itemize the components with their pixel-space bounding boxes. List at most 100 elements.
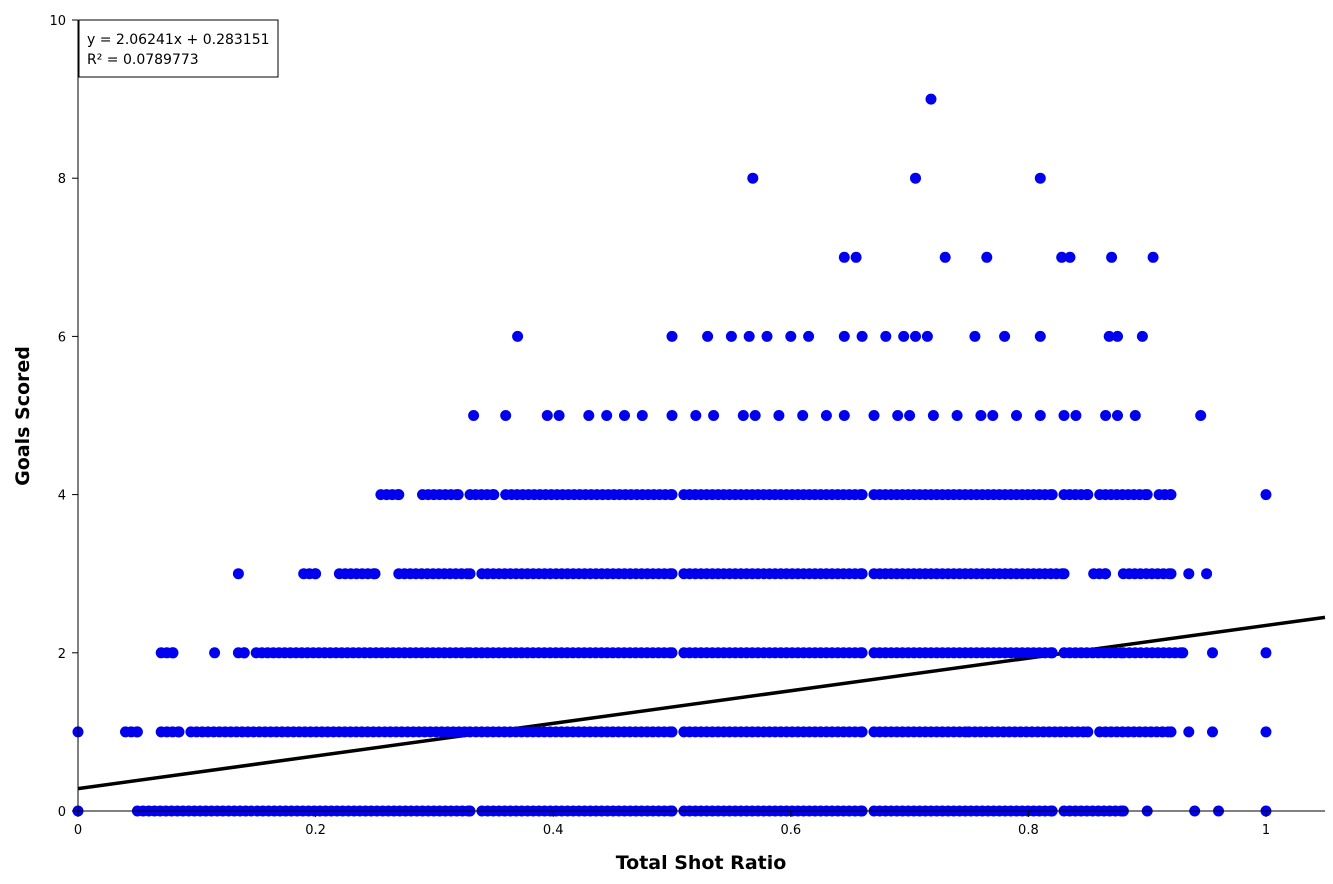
data-point: [1056, 251, 1068, 263]
data-point: [850, 251, 862, 263]
data-point: [666, 726, 678, 738]
points-layer: [72, 93, 1272, 817]
data-point: [666, 647, 678, 659]
data-point: [856, 726, 868, 738]
data-point: [868, 410, 880, 421]
data-point: [1136, 330, 1148, 342]
data-point: [1141, 489, 1153, 501]
data-point: [1100, 410, 1112, 421]
data-point: [1034, 330, 1046, 342]
data-point: [583, 410, 595, 421]
data-point: [1177, 647, 1189, 659]
data-point: [1034, 172, 1046, 184]
x-tick-label: 0.4: [543, 823, 564, 838]
equation-box-frame: [78, 19, 279, 78]
data-point: [925, 93, 937, 105]
data-point: [856, 489, 868, 501]
data-point: [1112, 330, 1123, 342]
trendline-layer: [77, 615, 1326, 791]
data-point: [1207, 726, 1218, 738]
data-point: [1201, 568, 1213, 580]
data-point: [910, 330, 921, 342]
data-point: [666, 330, 678, 342]
equation-box: y = 2.06241x + 0.283151 R² = 0.0789773: [78, 19, 279, 78]
data-point: [939, 251, 951, 263]
x-tick-label: 0.2: [305, 823, 326, 838]
data-point: [488, 489, 500, 501]
data-point: [1106, 251, 1118, 263]
y-ticks: 0 2 4 6 8 10: [49, 14, 78, 820]
data-point: [1112, 410, 1123, 421]
data-point: [892, 410, 904, 421]
data-point: [1165, 568, 1177, 580]
data-point: [1046, 489, 1058, 501]
data-point: [910, 172, 921, 184]
data-point: [1195, 410, 1207, 421]
data-point: [1183, 568, 1195, 580]
data-point: [702, 330, 714, 342]
trendline: [77, 615, 1326, 791]
data-point: [921, 330, 933, 342]
data-point: [856, 330, 868, 342]
data-point: [209, 647, 221, 659]
data-point: [1058, 568, 1070, 580]
y-tick-label: 10: [49, 14, 66, 29]
data-point: [690, 410, 702, 421]
data-point: [232, 568, 244, 580]
data-point: [636, 410, 648, 421]
y-tick-label: 0: [58, 805, 66, 820]
data-point: [666, 410, 678, 421]
data-point: [1064, 251, 1076, 263]
data-point: [464, 568, 476, 580]
data-point: [1034, 410, 1046, 421]
y-axis-title: Goals Scored: [12, 346, 34, 486]
data-point: [898, 330, 910, 342]
data-point: [773, 410, 785, 421]
data-point: [1165, 726, 1177, 738]
data-point: [1103, 330, 1115, 342]
data-point: [803, 330, 815, 342]
data-point: [785, 330, 797, 342]
x-axis-title: Total Shot Ratio: [616, 852, 787, 874]
data-point: [856, 568, 868, 580]
data-point: [452, 489, 464, 501]
x-tick-label: 0: [74, 823, 82, 838]
data-point: [541, 410, 553, 421]
data-point: [999, 330, 1011, 342]
x-tick-label: 0.6: [780, 823, 801, 838]
data-point: [747, 172, 759, 184]
data-point: [619, 410, 630, 421]
y-tick-label: 2: [58, 647, 66, 662]
data-point: [1260, 489, 1272, 501]
data-point: [369, 568, 381, 580]
data-point: [601, 410, 613, 421]
data-point: [1183, 726, 1195, 738]
data-point: [856, 647, 868, 659]
data-point: [666, 568, 678, 580]
y-tick-label: 8: [58, 172, 66, 187]
data-point: [987, 410, 999, 421]
data-point: [310, 568, 322, 580]
data-point: [969, 330, 981, 342]
x-ticks: 0 0.2 0.4 0.6 0.8 1: [74, 811, 1270, 838]
data-point: [749, 410, 761, 421]
data-point: [981, 251, 993, 263]
data-point: [167, 647, 179, 659]
data-point: [725, 330, 737, 342]
data-point: [838, 251, 850, 263]
data-point: [797, 410, 809, 421]
data-point: [131, 726, 143, 738]
x-tick-label: 0.8: [1018, 823, 1039, 838]
data-point: [1260, 726, 1272, 738]
data-point: [1082, 489, 1094, 501]
data-point: [553, 410, 565, 421]
data-point: [927, 410, 939, 421]
data-point: [1165, 489, 1177, 501]
data-point: [880, 330, 892, 342]
data-point: [761, 330, 773, 342]
data-point: [838, 410, 850, 421]
data-point: [838, 330, 850, 342]
data-point: [238, 647, 250, 659]
data-point: [468, 410, 480, 421]
